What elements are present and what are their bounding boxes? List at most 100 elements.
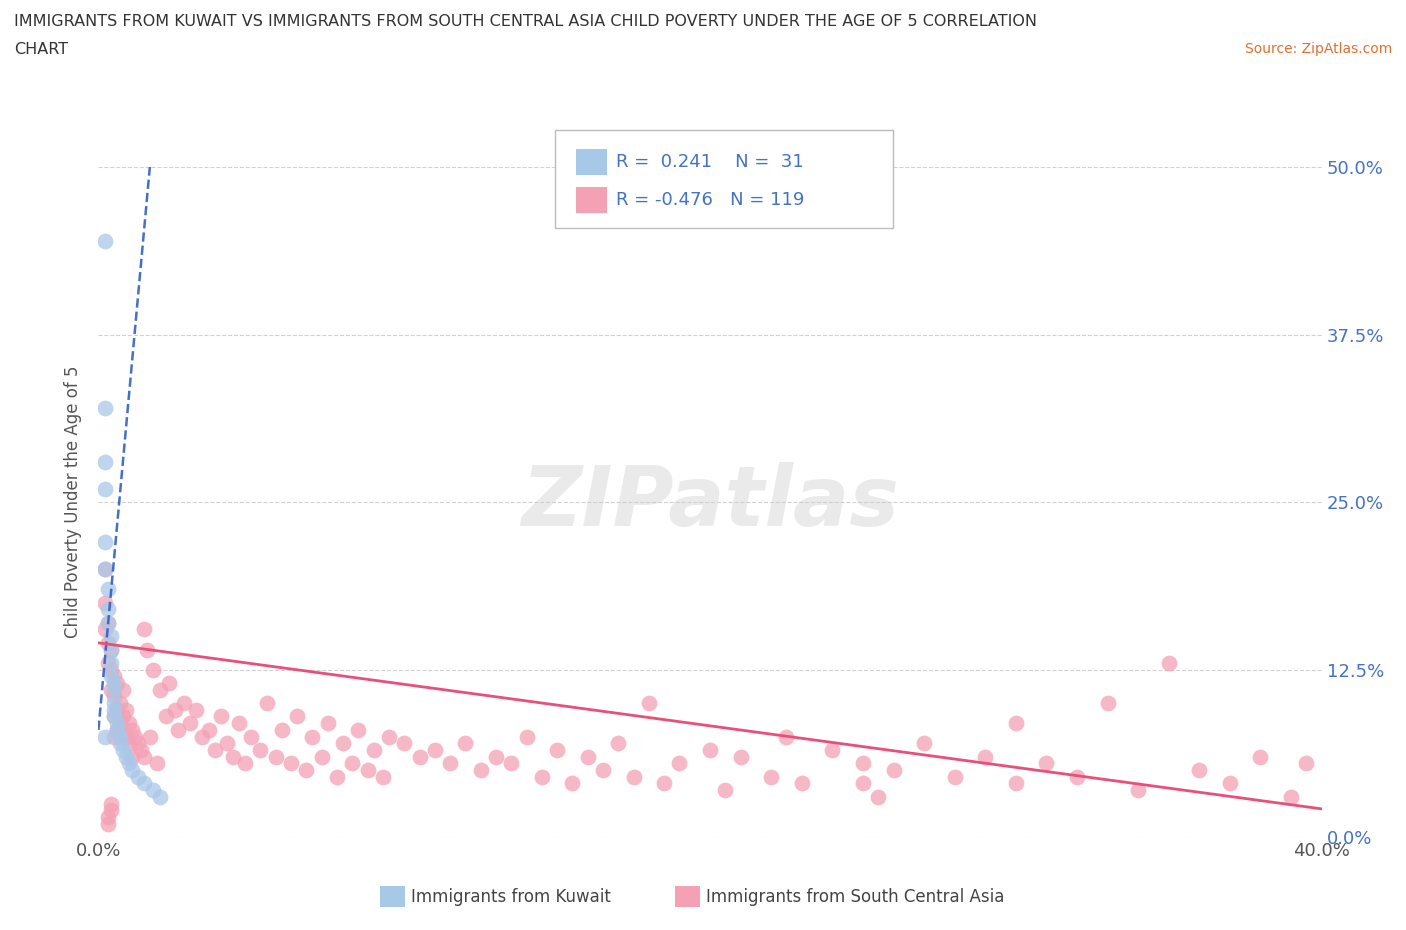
Point bbox=[105, 723, 128, 737]
Point bbox=[249, 742, 271, 757]
Point bbox=[97, 616, 120, 631]
Text: IMMIGRANTS FROM KUWAIT VS IMMIGRANTS FROM SOUTH CENTRAL ASIA CHILD POVERTY UNDER: IMMIGRANTS FROM KUWAIT VS IMMIGRANTS FRO… bbox=[14, 14, 1038, 29]
Point bbox=[623, 769, 645, 784]
Point bbox=[173, 696, 195, 711]
Point bbox=[209, 709, 232, 724]
Point bbox=[145, 756, 167, 771]
Point bbox=[1295, 756, 1317, 771]
Point bbox=[1004, 776, 1026, 790]
Point bbox=[111, 742, 134, 757]
Point bbox=[93, 455, 115, 470]
Point bbox=[470, 763, 492, 777]
Point bbox=[105, 675, 128, 690]
Point bbox=[93, 562, 115, 577]
Point bbox=[295, 763, 318, 777]
Point bbox=[100, 642, 122, 657]
Point bbox=[1004, 716, 1026, 731]
Point bbox=[103, 709, 125, 724]
Point bbox=[423, 742, 446, 757]
Point bbox=[1157, 656, 1180, 671]
Point bbox=[821, 742, 844, 757]
Point bbox=[912, 736, 935, 751]
Point bbox=[111, 709, 134, 724]
Point bbox=[363, 742, 385, 757]
Point bbox=[256, 696, 278, 711]
Point bbox=[301, 729, 323, 744]
Point bbox=[191, 729, 214, 744]
Point bbox=[204, 742, 226, 757]
Point bbox=[637, 696, 661, 711]
Point bbox=[228, 716, 250, 731]
Point bbox=[93, 595, 115, 610]
Point bbox=[167, 723, 190, 737]
Point bbox=[118, 716, 141, 731]
Point bbox=[592, 763, 614, 777]
Point bbox=[378, 729, 401, 744]
Point bbox=[129, 742, 152, 757]
Point bbox=[1219, 776, 1241, 790]
Text: Source: ZipAtlas.com: Source: ZipAtlas.com bbox=[1244, 42, 1392, 56]
Point bbox=[134, 622, 156, 637]
Point bbox=[280, 756, 302, 771]
Point bbox=[868, 790, 890, 804]
Point bbox=[285, 709, 308, 724]
Point bbox=[485, 750, 508, 764]
Point bbox=[97, 635, 120, 650]
Point bbox=[103, 689, 125, 704]
Point bbox=[501, 756, 523, 771]
Point bbox=[233, 756, 256, 771]
Point bbox=[222, 750, 245, 764]
Point bbox=[311, 750, 333, 764]
Point bbox=[105, 702, 128, 717]
Point bbox=[775, 729, 797, 744]
Point bbox=[1188, 763, 1211, 777]
Point bbox=[136, 642, 159, 657]
Point bbox=[100, 683, 122, 698]
Point bbox=[408, 750, 430, 764]
Point bbox=[115, 702, 138, 717]
Point bbox=[163, 702, 186, 717]
Point bbox=[142, 662, 165, 677]
Point bbox=[883, 763, 905, 777]
Point bbox=[108, 696, 131, 711]
Point bbox=[1279, 790, 1302, 804]
Point bbox=[108, 716, 131, 731]
Point bbox=[790, 776, 813, 790]
Text: R =  0.241    N =  31: R = 0.241 N = 31 bbox=[616, 153, 804, 171]
Point bbox=[576, 750, 599, 764]
Point bbox=[127, 769, 149, 784]
Point bbox=[100, 669, 122, 684]
Point bbox=[699, 742, 721, 757]
Point bbox=[342, 756, 364, 771]
Point bbox=[546, 742, 568, 757]
Point bbox=[1066, 769, 1088, 784]
Point bbox=[105, 723, 128, 737]
Text: Immigrants from South Central Asia: Immigrants from South Central Asia bbox=[706, 887, 1004, 906]
Point bbox=[179, 716, 201, 731]
Point bbox=[1035, 756, 1057, 771]
Point bbox=[332, 736, 354, 751]
Point bbox=[103, 675, 125, 690]
Point bbox=[97, 582, 120, 597]
Point bbox=[93, 401, 115, 416]
Point bbox=[134, 776, 156, 790]
Y-axis label: Child Poverty Under the Age of 5: Child Poverty Under the Age of 5 bbox=[65, 365, 83, 639]
Point bbox=[118, 736, 141, 751]
Point bbox=[516, 729, 538, 744]
Point bbox=[134, 750, 156, 764]
Text: CHART: CHART bbox=[14, 42, 67, 57]
Point bbox=[1128, 783, 1150, 798]
Point bbox=[215, 736, 238, 751]
Point bbox=[100, 803, 122, 817]
Point bbox=[108, 729, 131, 744]
Point bbox=[111, 683, 134, 698]
Point bbox=[121, 763, 143, 777]
Point bbox=[668, 756, 690, 771]
Point bbox=[149, 683, 172, 698]
Text: Immigrants from Kuwait: Immigrants from Kuwait bbox=[411, 887, 610, 906]
Point bbox=[852, 776, 875, 790]
Point bbox=[93, 729, 115, 744]
Point bbox=[730, 750, 752, 764]
Point bbox=[121, 750, 143, 764]
Point bbox=[103, 709, 125, 724]
